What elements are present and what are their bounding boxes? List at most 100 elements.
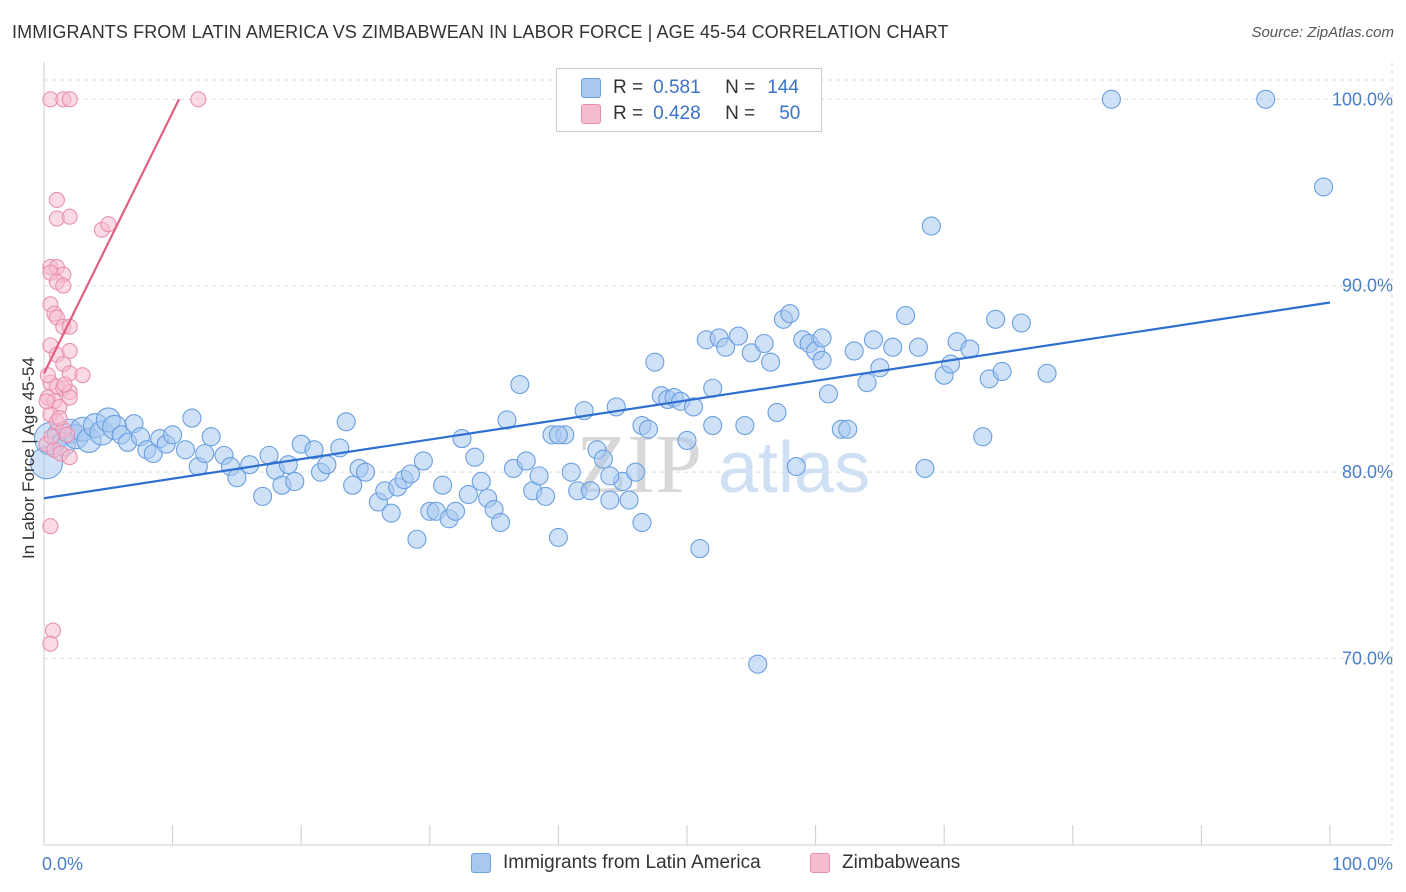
point-latin-america xyxy=(838,419,858,439)
point-latin-america xyxy=(754,333,774,354)
point-latin-america xyxy=(580,481,601,501)
point-latin-america xyxy=(818,384,839,404)
point-latin-america xyxy=(317,455,337,475)
point-latin-america xyxy=(857,373,877,393)
point-zimbabweans xyxy=(48,191,65,209)
point-latin-america xyxy=(600,466,620,486)
point-latin-america xyxy=(748,654,768,674)
point-latin-america xyxy=(195,443,215,464)
point-latin-america xyxy=(921,216,941,236)
legend-n-value: 144 xyxy=(767,77,799,98)
point-latin-america xyxy=(548,425,568,445)
legend-r-label: R = xyxy=(613,77,644,98)
legend-r-value: 0.428 xyxy=(653,103,701,124)
point-latin-america xyxy=(413,451,433,471)
point-latin-america xyxy=(1011,313,1031,333)
y-axis-label: In Labor Force | Age 45-54 xyxy=(19,357,38,559)
point-latin-america xyxy=(683,397,703,417)
point-latin-america xyxy=(896,305,916,326)
point-latin-america xyxy=(1256,89,1276,109)
y-tick-label: 100.0% xyxy=(1332,89,1393,109)
point-latin-america xyxy=(407,529,427,549)
point-latin-america xyxy=(716,337,736,357)
point-latin-america xyxy=(786,456,806,477)
point-zimbabweans xyxy=(56,376,73,393)
point-latin-america xyxy=(201,427,221,447)
point-latin-america xyxy=(535,486,556,506)
legend-n-value: 50 xyxy=(779,103,801,124)
point-latin-america xyxy=(278,455,298,475)
x-tick-label: 100.0% xyxy=(1332,854,1393,874)
legend-swatch-pink xyxy=(810,853,830,873)
point-latin-america xyxy=(941,354,961,374)
point-latin-america xyxy=(433,475,453,495)
point-zimbabweans xyxy=(39,367,56,384)
point-latin-america xyxy=(844,341,864,361)
point-latin-america xyxy=(728,326,748,346)
point-latin-america xyxy=(632,512,652,533)
y-tick-label: 80.0% xyxy=(1342,462,1393,482)
point-latin-america xyxy=(1037,363,1057,383)
trend-line-zimbabweans xyxy=(43,98,181,374)
point-latin-america xyxy=(735,415,755,436)
x-tick-labels: 0.0% 100.0% xyxy=(42,854,1393,874)
point-latin-america xyxy=(471,471,491,492)
point-latin-america xyxy=(182,408,202,428)
point-latin-america xyxy=(253,486,273,506)
legend-row-zimbabweans: R = 0.428 N = 50 xyxy=(581,103,800,125)
point-zimbabweans xyxy=(61,342,78,360)
point-latin-america xyxy=(529,466,549,486)
point-latin-america xyxy=(343,475,363,495)
point-latin-america xyxy=(761,352,781,372)
point-latin-america xyxy=(304,440,324,460)
legend-item-zimbabweans: Zimbabweans xyxy=(810,852,960,874)
point-latin-america xyxy=(1314,177,1334,197)
point-zimbabweans xyxy=(61,91,78,108)
point-zimbabweans xyxy=(190,91,207,108)
point-latin-america xyxy=(690,539,710,559)
data-points xyxy=(30,89,1334,674)
y-tick-labels: 70.0% 80.0% 90.0% 100.0% xyxy=(1332,89,1393,668)
series-legend: Immigrants from Latin America Zimbabwean… xyxy=(0,852,1406,878)
point-latin-america xyxy=(240,455,260,475)
point-zimbabweans xyxy=(61,208,78,225)
point-latin-america xyxy=(163,425,183,445)
point-zimbabweans xyxy=(74,367,91,384)
trend-lines xyxy=(43,98,1331,500)
point-zimbabweans xyxy=(51,410,68,427)
point-latin-america xyxy=(973,427,993,447)
x-tick-label: 0.0% xyxy=(42,854,83,874)
point-latin-america xyxy=(645,352,665,372)
point-latin-america xyxy=(600,490,620,510)
point-zimbabweans xyxy=(44,622,62,639)
point-latin-america xyxy=(677,430,697,451)
point-latin-america xyxy=(812,328,832,348)
point-latin-america xyxy=(883,337,903,357)
point-latin-america xyxy=(703,415,723,436)
stats-legend: R = 0.581 N = 144 R = 0.428 N = 50 xyxy=(556,68,822,132)
point-zimbabweans xyxy=(59,426,76,443)
point-latin-america xyxy=(619,490,639,510)
legend-label: Zimbabweans xyxy=(842,852,961,873)
legend-item-latin-america: Immigrants from Latin America xyxy=(471,852,761,874)
legend-swatch-pink xyxy=(581,104,601,124)
y-tick-label: 70.0% xyxy=(1342,649,1393,669)
point-latin-america xyxy=(452,429,472,449)
legend-n-label: N = xyxy=(725,77,756,98)
point-latin-america xyxy=(336,412,356,432)
point-latin-america xyxy=(767,402,787,423)
point-latin-america xyxy=(355,462,376,482)
point-latin-america xyxy=(381,503,401,523)
point-latin-america xyxy=(561,462,581,482)
point-latin-america xyxy=(497,410,517,430)
point-latin-america xyxy=(870,358,890,378)
point-latin-america xyxy=(400,464,421,484)
point-latin-america xyxy=(992,361,1012,382)
point-latin-america xyxy=(780,304,800,324)
legend-n-label: N = xyxy=(725,103,756,124)
point-zimbabweans xyxy=(42,518,59,535)
point-latin-america xyxy=(626,462,646,482)
point-latin-america xyxy=(863,330,884,350)
point-latin-america xyxy=(458,484,478,505)
